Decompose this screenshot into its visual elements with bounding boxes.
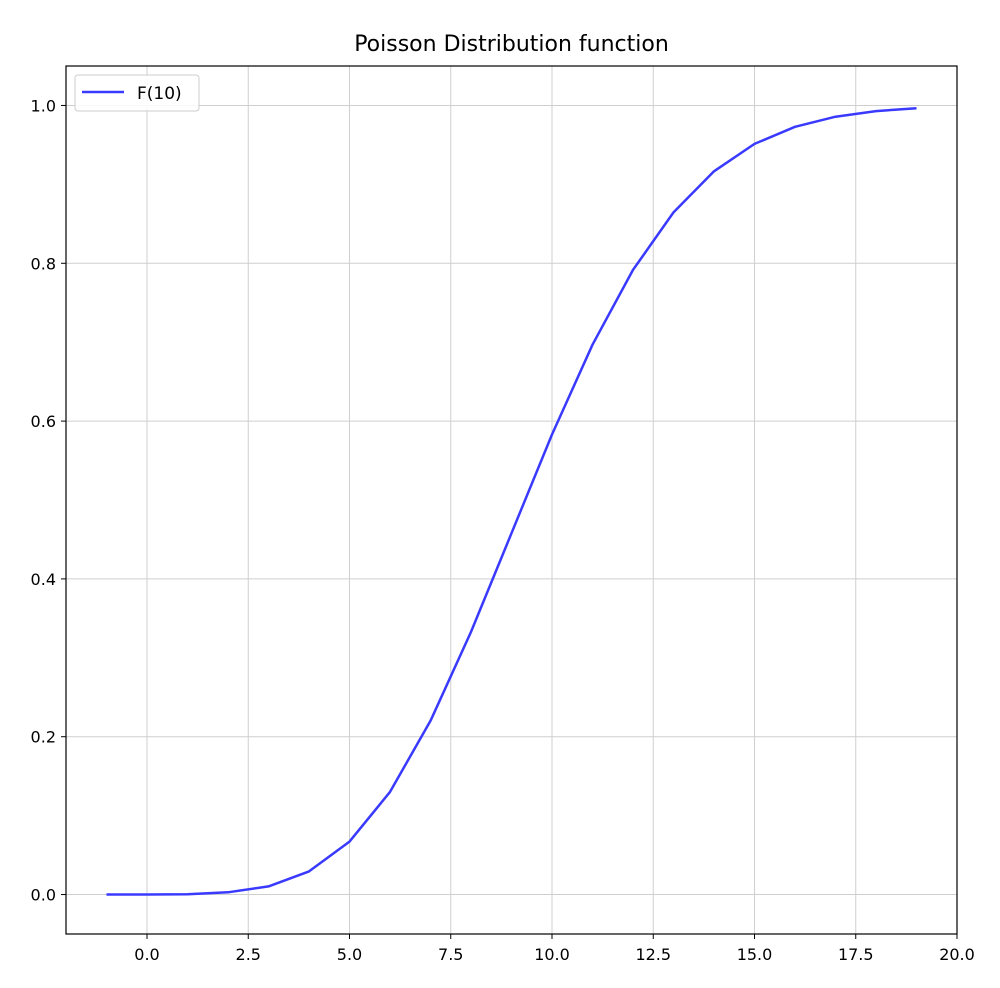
x-tick-label: 20.0 <box>939 945 975 964</box>
x-tick-label: 15.0 <box>737 945 773 964</box>
axis-ticks: 0.0 2.5 5.0 7.5 10.0 12.5 15.0 17.5 20.0 0.0 0.2 0.… <box>31 96 975 964</box>
x-tick-label: 2.5 <box>236 945 261 964</box>
x-tick-label: 0.0 <box>134 945 159 964</box>
x-tick-label: 10.0 <box>534 945 570 964</box>
y-tick-label: 0.4 <box>31 570 56 589</box>
series-layer <box>106 106 917 896</box>
x-tick-label: 7.5 <box>438 945 463 964</box>
y-tick-label: 0.2 <box>31 728 56 747</box>
plot-frame <box>65 65 958 935</box>
series-line <box>106 106 917 896</box>
legend-box <box>74 74 200 112</box>
y-tick-label: 0.0 <box>31 886 56 905</box>
chart-title: Poisson Distribution function <box>354 32 669 57</box>
y-tick-label: 0.8 <box>31 254 56 273</box>
x-tick-label: 12.5 <box>635 945 671 964</box>
y-tick-label: 1.0 <box>31 96 56 115</box>
x-tick-label: 17.5 <box>838 945 874 964</box>
y-tick-label: 0.6 <box>31 412 56 431</box>
legend: F(10) <box>74 74 200 112</box>
x-tick-label: 5.0 <box>337 945 362 964</box>
grid <box>66 66 958 934</box>
legend-entry-label: F(10) <box>137 84 182 104</box>
